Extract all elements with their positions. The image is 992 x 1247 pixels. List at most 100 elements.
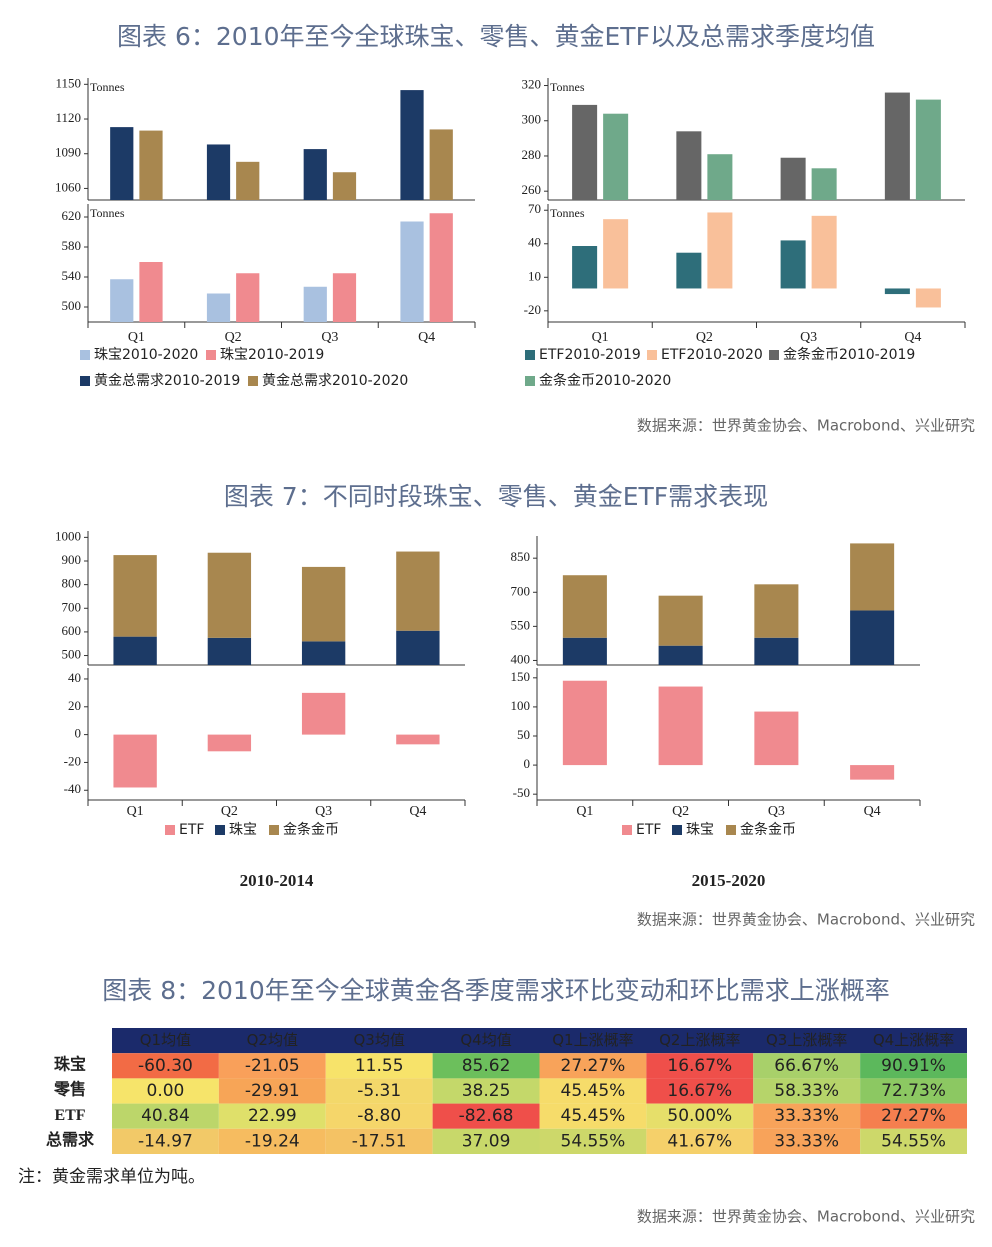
table-cell [432,1078,540,1104]
y-tick-label: 40 [68,670,81,685]
cell-value: 90.91% [881,1056,946,1076]
table-cell [112,1078,219,1104]
y-tick-label: 400 [511,651,531,666]
cell-value: -19.24 [245,1131,300,1151]
cell-value: -17.51 [352,1131,407,1151]
cell-value: 16.67% [667,1081,732,1101]
bar [658,645,703,665]
legend-swatch [622,825,632,835]
table-header: Q3上涨概率 [766,1031,847,1049]
bar [303,149,327,200]
y-tick-label: 800 [62,576,82,591]
bar [110,279,134,322]
y-tick-label: 850 [511,549,531,564]
table-cell [860,1078,967,1104]
legend-label: ETF [179,822,204,838]
y-tick-label: 100 [511,698,531,713]
y-tick-label: 600 [62,623,82,638]
table-header: Q3均值 [354,1031,405,1049]
bar [707,154,733,200]
bar [676,131,702,200]
y-axis-label: Tonnes [550,80,585,94]
y-tick-label: 70 [528,201,541,216]
y-tick-label: 20 [68,698,81,713]
y-tick-label: 150 [511,669,531,684]
bar [754,637,799,665]
table-cell [860,1053,967,1079]
x-tick-label: Q1 [128,330,145,345]
bar [396,734,440,745]
source: 数据来源：世界黄金协会、Macrobond、兴业研究 [637,417,975,435]
bar [303,286,327,322]
bar [400,221,424,322]
y-tick-label: 1120 [55,110,81,125]
row-label: 零售 [53,1080,86,1099]
table-cell [646,1053,754,1079]
legend-swatch [80,350,90,360]
table-cell [112,1103,219,1129]
legend-label: 黄金总需求2010-2019 [94,372,240,389]
legend-swatch [206,350,216,360]
table-cell [753,1103,861,1129]
y-axis-label: Tonnes [90,80,125,94]
legend-label: 珠宝 [686,822,714,838]
table-cell [432,1103,540,1129]
table-header: Q4上涨概率 [873,1031,954,1049]
table-cell [218,1103,326,1129]
legend-swatch [80,376,90,386]
bar [113,555,157,637]
bar [113,734,157,788]
bar [562,680,607,766]
cell-value: 22.99 [248,1106,297,1126]
bar [754,711,799,766]
table-cell [646,1078,754,1104]
bar [396,630,440,665]
table-cell [753,1078,861,1104]
bar [707,212,733,289]
y-tick-label: 500 [62,647,82,662]
table-cell [325,1053,433,1079]
y-tick-label: 300 [522,112,542,127]
cell-value: 11.55 [355,1056,404,1076]
table-header: Q4均值 [460,1031,511,1049]
legend-swatch [165,825,175,835]
x-tick-label: Q1 [592,330,609,345]
bar [301,641,346,665]
cell-value: -21.05 [245,1056,300,1076]
legend-swatch [726,825,736,835]
y-tick-label: 1090 [55,145,81,160]
table-cell [432,1053,540,1079]
figure-title: 图表 8：2010年至今全球黄金各季度需求环比变动和环比需求上涨概率 [102,976,889,1005]
bar [780,157,806,200]
bar [113,636,157,665]
cell-value: 66.67% [774,1056,839,1076]
bar [207,552,252,638]
legend-label: 珠宝 [229,822,257,838]
y-tick-label: -40 [64,781,81,796]
legend-swatch [248,376,258,386]
figure-title: 图表 7：不同时段珠宝、零售、黄金ETF需求表现 [224,482,768,511]
legend-label: 珠宝2010-2019 [220,347,324,363]
bar [206,293,231,322]
legend-swatch [525,376,535,386]
x-tick-label: Q3 [768,804,785,819]
cell-value: 27.27% [561,1056,626,1076]
bar [658,686,703,766]
table-cell [646,1103,754,1129]
bar [429,213,453,322]
table-cell [539,1078,647,1104]
x-tick-label: Q2 [696,330,713,345]
table-header: Q2均值 [247,1031,298,1049]
x-tick-label: Q1 [127,804,144,819]
legend-label: ETF [636,822,661,838]
table-cell [646,1128,754,1154]
x-tick-label: Q3 [800,330,817,345]
y-tick-label: 700 [511,583,531,598]
cell-value: 58.33% [774,1081,839,1101]
cell-value: 54.55% [881,1131,946,1151]
legend-swatch [769,350,779,360]
x-tick-label: Q2 [672,804,689,819]
cell-value: 16.67% [667,1056,732,1076]
cell-value: 45.45% [561,1081,626,1101]
bar [110,127,134,200]
